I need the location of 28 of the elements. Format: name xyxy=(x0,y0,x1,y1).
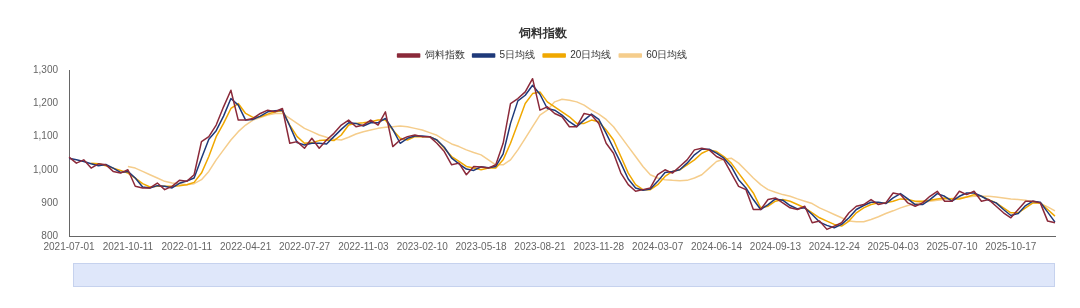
x-tick-label: 2024-06-14 xyxy=(690,240,743,252)
y-tick-label: 1,200 xyxy=(32,97,59,109)
legend-label: 饲料指数 xyxy=(423,49,465,61)
x-tick-label: 2023-02-10 xyxy=(396,240,449,252)
x-tick-label: 2024-03-07 xyxy=(632,240,684,252)
x-tick-label: 2022-11-03 xyxy=(338,240,389,252)
x-tick-label: 2025-10-17 xyxy=(985,240,1037,252)
x-tick-label: 2024-09-13 xyxy=(749,240,802,252)
x-tick-label: 2023-08-21 xyxy=(514,240,566,252)
y-tick-label: 1,100 xyxy=(32,130,59,142)
y-tick-label: 800 xyxy=(41,229,59,241)
legend-label: 20日均线 xyxy=(570,49,612,61)
x-tick-label: 2025-04-03 xyxy=(867,240,920,252)
y-tick-label: 900 xyxy=(41,196,59,208)
x-tick-label: 2023-05-18 xyxy=(455,240,508,252)
x-tick-label: 2025-07-10 xyxy=(926,240,978,252)
chart-title: 饲料指数 xyxy=(517,25,568,40)
x-tick-label: 2021-10-11 xyxy=(102,240,154,252)
x-tick-label: 2023-11-28 xyxy=(573,240,625,252)
x-tick-label: 2022-07-27 xyxy=(278,240,331,252)
x-tick-label: 2024-12-24 xyxy=(808,240,861,252)
y-tick-label: 1,000 xyxy=(32,163,59,175)
legend-label: 60日均线 xyxy=(646,49,688,61)
x-tick-label: 2022-01-11 xyxy=(161,240,213,252)
x-tick-label: 2022-04-21 xyxy=(220,240,272,252)
x-tick-label: 2021-07-01 xyxy=(43,240,96,252)
y-tick-label: 1,300 xyxy=(32,64,59,76)
legend-label: 5日均线 xyxy=(499,49,536,61)
